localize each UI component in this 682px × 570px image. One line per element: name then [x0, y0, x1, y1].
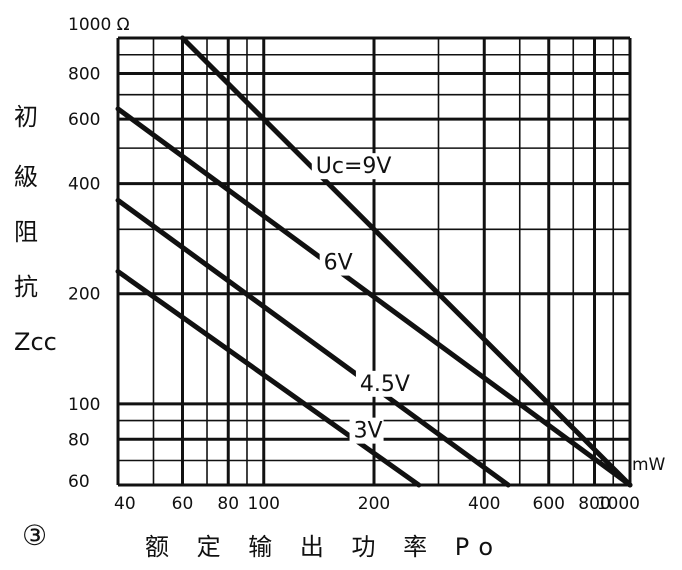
y-tick-60: 60: [68, 472, 90, 492]
series-label-3: 3V: [354, 419, 383, 444]
series-label-0: Uc=9V: [316, 154, 392, 179]
x-axis-label: 额 定 输 出 功 率 Po: [145, 533, 503, 561]
series-label-bg-1: [319, 249, 354, 276]
figure-number: ③: [22, 519, 47, 552]
series-label-bg-2: [355, 370, 416, 397]
series-line-0: [180, 35, 633, 488]
series-line-3: [115, 269, 422, 488]
x-tick-600: 600: [533, 494, 565, 514]
x-tick-1000: 1000: [597, 494, 640, 514]
x-tick-100: 100: [248, 494, 280, 514]
y-tick-400: 400: [68, 175, 100, 195]
y-label-char-4: 抗: [14, 273, 38, 301]
series-label-bg-0: [311, 153, 385, 180]
series-line-2: [115, 197, 511, 488]
x-tick-400: 400: [468, 494, 500, 514]
y-tick-600: 600: [68, 110, 100, 130]
series-label-2: 4.5V: [360, 372, 410, 397]
series-lines: [115, 35, 633, 488]
y-label-symbol: Zcc: [14, 328, 57, 356]
y-tick-80: 80: [68, 430, 90, 450]
y-axis-label: 初 級 阻 抗 Zcc: [14, 103, 57, 356]
y-tick-100: 100: [68, 395, 100, 415]
x-unit-label: mW: [632, 455, 666, 475]
x-tick-200: 200: [358, 494, 390, 514]
x-tick-60: 60: [172, 494, 194, 514]
series-label-1: 6V: [324, 251, 353, 276]
x-tick-80: 80: [217, 494, 239, 514]
x-tick-800: 800: [578, 494, 610, 514]
y-label-char-2: 級: [14, 163, 38, 191]
y-tick-800: 800: [68, 64, 100, 84]
x-tick-40: 40: [114, 494, 136, 514]
y-tick-1000: 1000 Ω: [68, 15, 130, 35]
y-label-char-3: 阻: [14, 218, 38, 246]
series-label-bg-3: [349, 417, 384, 444]
series-labels: Uc=9V 6V 4.5V 3V: [311, 153, 416, 444]
y-tick-labels: 60 80 100 200 400 600 800 1000 Ω: [68, 15, 130, 492]
y-label-char-1: 初: [14, 103, 38, 131]
y-tick-200: 200: [68, 285, 100, 305]
series-line-1: [115, 106, 633, 488]
